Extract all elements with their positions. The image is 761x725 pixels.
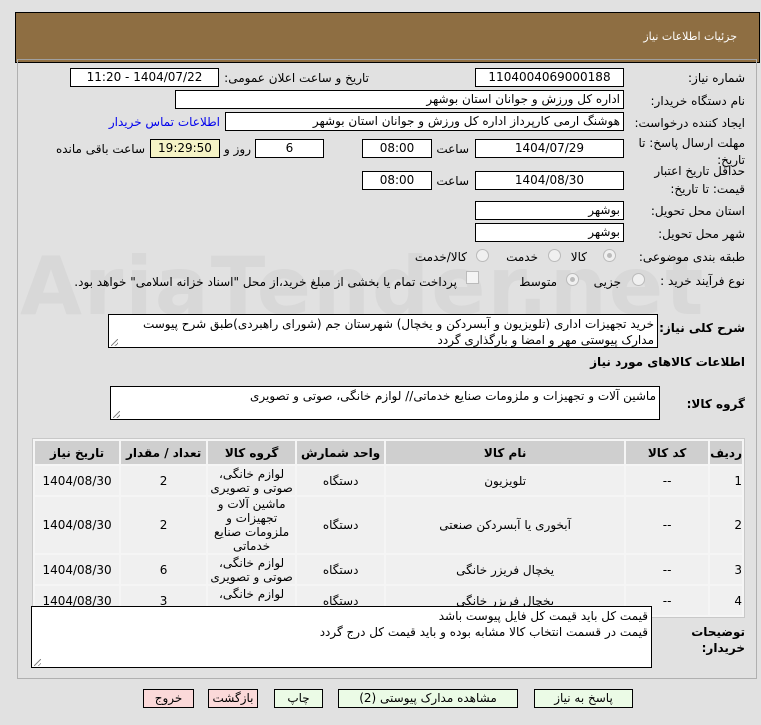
cell-name: آبخوری یا آبسردکن صنعتی [386, 497, 625, 553]
need-number-label: شماره نیاز: [688, 71, 745, 85]
exit-button[interactable]: خروج [143, 689, 194, 708]
resize-grip-icon[interactable] [111, 339, 118, 346]
cell-code: -- [626, 555, 709, 584]
page-title: جزئیات اطلاعات نیاز [643, 30, 737, 43]
province-label: استان محل تحویل: [650, 204, 745, 218]
cell-qty: 6 [121, 555, 207, 584]
cell-unit: دستگاه [297, 466, 385, 495]
cell-code: -- [626, 466, 709, 495]
validity-time-label: ساعت [436, 174, 469, 188]
days-field: 6 [255, 139, 324, 158]
cell-code: -- [626, 497, 709, 553]
process-radio-medium[interactable] [566, 273, 579, 286]
deadline-date-field: 1404/07/29 [475, 139, 624, 158]
category-radio-service[interactable] [548, 249, 561, 262]
reply-button[interactable]: پاسخ به نیاز [534, 689, 633, 708]
goods-table: ردیف کد کالا نام کالا واحد شمارش گروه کا… [32, 438, 745, 618]
details-panel [17, 59, 757, 679]
cell-row: 3 [710, 555, 742, 584]
cell-row: 4 [710, 586, 742, 615]
cell-group: لوازم خانگی، صوتی و تصویری [208, 466, 296, 495]
province-field: بوشهر [475, 201, 624, 220]
col-code: کد کالا [626, 441, 709, 464]
creator-field: هوشنگ ارمی کارپرداز اداره کل ورزش و جوان… [225, 112, 624, 131]
category-option-goods-service: کالا/خدمت [414, 250, 467, 264]
attachments-button[interactable]: مشاهده مدارک پیوستی (2) [338, 689, 518, 708]
buyer-org-label: نام دستگاه خریدار: [650, 94, 746, 108]
deadline-label-2: تاریخ: [717, 153, 745, 167]
cell-qty: 2 [121, 466, 207, 495]
validity-label: حداقل تاریخ اعتبار [654, 164, 745, 178]
remaining-label: ساعت باقی مانده [55, 142, 145, 156]
goods-group-label: گروه کالا: [686, 397, 745, 411]
page-header: جزئیات اطلاعات نیاز [15, 12, 760, 63]
announce-field: 1404/07/22 - 11:20 [70, 68, 219, 87]
cell-unit: دستگاه [297, 497, 385, 553]
resize-grip-icon[interactable] [34, 659, 41, 666]
goods-group-textarea[interactable]: ماشین آلات و تجهیزات و ملزومات صنایع خدم… [110, 386, 660, 420]
col-date: تاریخ نیاز [35, 441, 120, 464]
notes-label: توضیحات [691, 625, 745, 639]
category-radio-goods-service[interactable] [476, 249, 489, 262]
process-radio-minor[interactable] [632, 273, 645, 286]
print-button[interactable]: چاپ [274, 689, 323, 708]
buyer-org-field: اداره کل ورزش و جوانان استان بوشهر [175, 90, 624, 109]
cell-qty: 2 [121, 497, 207, 553]
cell-date: 1404/08/30 [35, 497, 120, 553]
col-group: گروه کالا [208, 441, 296, 464]
goods-group-text: ماشین آلات و تجهیزات و ملزومات صنایع خدم… [250, 389, 656, 403]
col-unit: واحد شمارش [297, 441, 385, 464]
process-option-medium: متوسط [519, 275, 557, 289]
resize-grip-icon[interactable] [113, 411, 120, 418]
treasury-checkbox[interactable] [466, 271, 479, 284]
table-row: 3 -- یخچال فریزر خانگی دستگاه لوازم خانگی، ص… [35, 555, 742, 584]
cell-name: یخچال فریزر خانگی [386, 555, 625, 584]
remaining-time-field: 19:29:50 [150, 139, 220, 158]
table-header-row: ردیف کد کالا نام کالا واحد شمارش گروه کا… [35, 441, 742, 464]
cell-date: 1404/08/30 [35, 555, 120, 584]
goods-info-title: اطلاعات کالاهای مورد نیاز [590, 355, 745, 369]
creator-label: ایجاد کننده درخواست: [634, 116, 745, 130]
announce-label: تاریخ و ساعت اعلان عمومی: [224, 71, 369, 85]
contact-buyer-link[interactable]: اطلاعات تماس خریدار [108, 115, 220, 129]
category-option-goods: کالا [570, 250, 587, 264]
treasury-text: پرداخت تمام یا بخشی از مبلغ خرید،از محل … [74, 275, 457, 289]
notes-textarea[interactable]: قیمت کل باید قیمت کل فایل پیوست باشد قیم… [31, 606, 652, 668]
need-number-field: 1104004069000188 [475, 68, 624, 87]
description-text: خرید تجهیزات اداری (تلویزیون و آبسردکن و… [142, 317, 654, 347]
notes-line-1: قیمت کل باید قیمت کل فایل پیوست باشد [438, 609, 648, 623]
deadline-time-field: 08:00 [362, 139, 432, 158]
cell-group: لوازم خانگی، صوتی و تصویری [208, 555, 296, 584]
table-row: 1 -- تلویزیون دستگاه لوازم خانگی، صوتی و تصو… [35, 466, 742, 495]
col-name: نام کالا [386, 441, 625, 464]
cell-date: 1404/08/30 [35, 466, 120, 495]
notes-label-2: خریدار: [701, 641, 745, 655]
deadline-label: مهلت ارسال پاسخ: تا [638, 136, 745, 150]
notes-line-2: قیمت در قسمت انتخاب کالا مشابه بوده و با… [319, 625, 648, 639]
validity-label-2: قیمت: تا تاریخ: [670, 182, 745, 196]
city-field: بوشهر [475, 223, 624, 242]
process-option-minor: جزیی [593, 275, 621, 289]
back-button[interactable]: بازگشت [208, 689, 258, 708]
cell-group: ماشین آلات و تجهیزات و ملزومات صنایع خدم… [208, 497, 296, 553]
col-qty: تعداد / مقدار [121, 441, 207, 464]
col-row: ردیف [710, 441, 742, 464]
city-label: شهر محل تحویل: [658, 227, 745, 241]
table-row: 2 -- آبخوری یا آبسردکن صنعتی دستگاه ماشین آل… [35, 497, 742, 553]
cell-name: تلویزیون [386, 466, 625, 495]
validity-date-field: 1404/08/30 [475, 171, 624, 190]
description-textarea[interactable]: خرید تجهیزات اداری (تلویزیون و آبسردکن و… [108, 314, 658, 348]
deadline-time-label: ساعت [436, 142, 469, 156]
days-label: روز و [224, 142, 251, 156]
process-label: نوع فرآیند خرید : [660, 274, 745, 288]
validity-time-field: 08:00 [362, 171, 432, 190]
description-label: شرح کلی نیاز: [659, 321, 745, 335]
cell-row: 2 [710, 497, 742, 553]
category-option-service: خدمت [506, 250, 538, 264]
cell-row: 1 [710, 466, 742, 495]
category-label: طبقه بندی موضوعی: [638, 250, 745, 264]
category-radio-goods[interactable] [603, 249, 616, 262]
cell-unit: دستگاه [297, 555, 385, 584]
